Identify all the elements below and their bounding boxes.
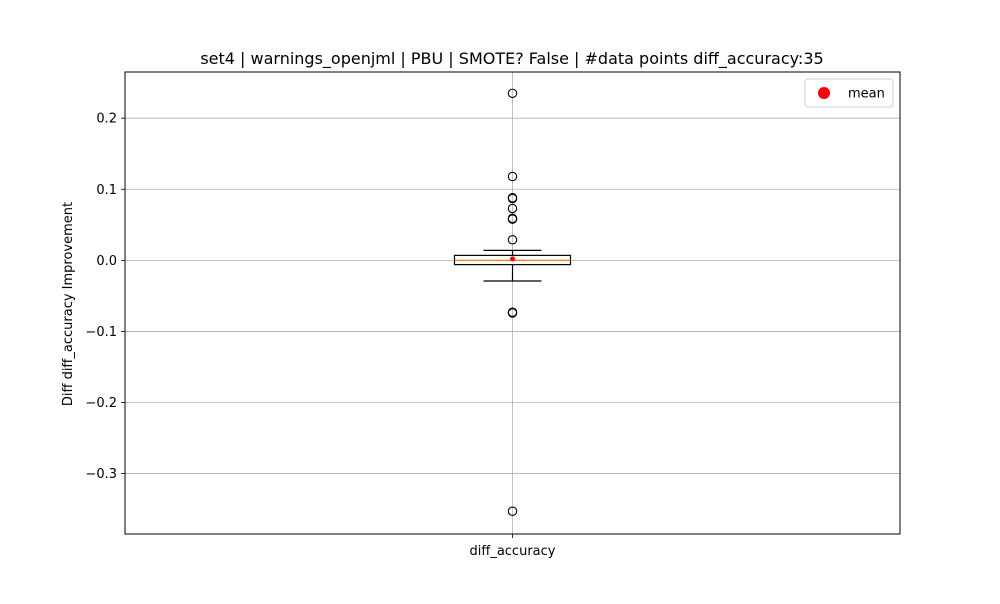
outlier-point: [507, 506, 518, 517]
y-tick-label: 0.1: [96, 183, 117, 198]
outlier-point: [507, 171, 518, 182]
y-axis-label: Diff diff_accuracy Improvement: [61, 202, 76, 406]
x-tick-label: diff_accuracy: [470, 544, 556, 559]
y-tick-label: 0.0: [96, 254, 117, 269]
mean-marker: [510, 256, 515, 262]
chart-title: set4 | warnings_openjml | PBU | SMOTE? F…: [200, 49, 823, 69]
outlier-point: [507, 234, 518, 245]
legend-box: [804, 78, 894, 108]
legend: mean: [804, 78, 894, 108]
legend-marker-mean: [818, 87, 830, 99]
outlier-point: [507, 308, 518, 318]
y-tick-label: −0.1: [85, 325, 117, 340]
outlier-point: [507, 193, 518, 204]
y-tick-label: −0.3: [85, 467, 117, 482]
y-tick-label: 0.2: [96, 112, 117, 127]
axes: 0.2 0.1 0.0 −0.1 −0.2 −0.3 diff_accuracy: [85, 71, 901, 559]
outlier-point: [507, 214, 518, 224]
y-tick-label: −0.2: [85, 396, 117, 411]
grid-lines: [125, 72, 900, 534]
outlier-point: [507, 203, 518, 214]
outlier-point: [507, 88, 518, 99]
box-plot: [453, 88, 572, 517]
plot-frame: [124, 71, 901, 535]
legend-label-mean: mean: [848, 87, 885, 102]
